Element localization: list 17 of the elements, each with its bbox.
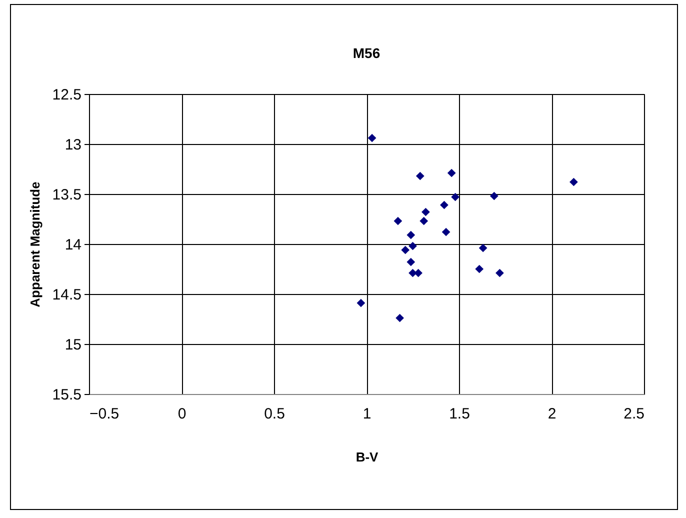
y-tick-label: 12.5 — [52, 86, 82, 104]
y-tick-label: 15 — [64, 336, 82, 354]
x-tick-label: 0.5 — [264, 406, 285, 422]
x-axis-title: B-V — [356, 450, 379, 464]
x-tick-label: −0.5 — [90, 406, 120, 422]
x-tick-label: 2.5 — [624, 406, 644, 422]
y-axis-title: Apparent Magnitude — [27, 182, 42, 308]
x-tick-label: 0 — [178, 406, 186, 422]
chart-title: M56 — [352, 45, 380, 61]
y-tick-label: 13.5 — [52, 186, 82, 204]
x-tick-label: 2 — [548, 406, 556, 422]
y-tick-label: 15.5 — [52, 386, 82, 404]
x-tick-label: 1.5 — [449, 406, 470, 422]
y-tick-label: 14 — [64, 236, 82, 254]
y-tick-label: 13 — [64, 136, 82, 154]
x-tick-label: 1 — [362, 406, 372, 422]
y-tick-label: 14.5 — [52, 286, 82, 304]
